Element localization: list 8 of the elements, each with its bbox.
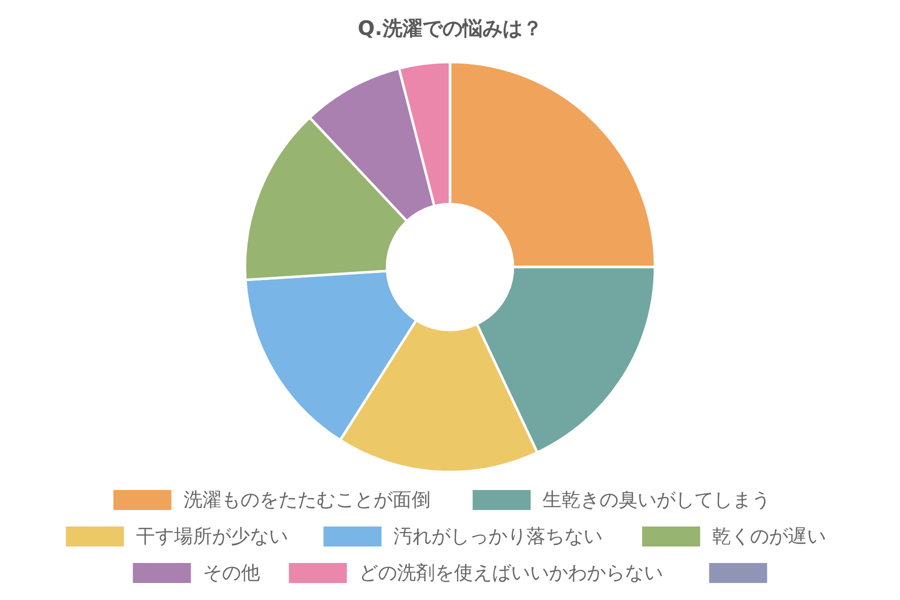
legend-label: 生乾きの臭いがしてしまう bbox=[542, 489, 771, 511]
legend-label: 洗濯ものをたたむことが面倒 bbox=[183, 489, 430, 511]
legend-label: どの洗剤を使えばいいかわからない bbox=[358, 562, 663, 584]
legend-label: 干す場所が少ない bbox=[136, 526, 288, 548]
legend-label: 乾くのが遅い bbox=[712, 526, 826, 548]
chart-title: Q.洗濯での悩みは？ bbox=[358, 16, 542, 40]
legend-label: 汚れがしっかり落ちない bbox=[394, 526, 603, 548]
legend-label: その他 bbox=[202, 562, 260, 584]
